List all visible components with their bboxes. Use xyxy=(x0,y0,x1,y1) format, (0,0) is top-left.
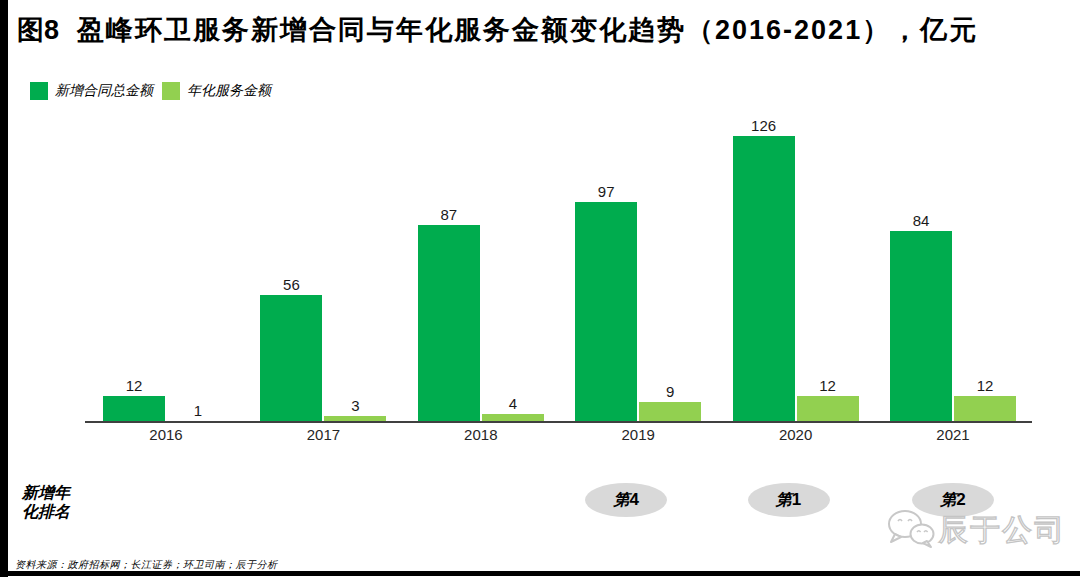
bar-新增合同总金额-2020 xyxy=(733,136,795,423)
bar-年化服务金额-2019 xyxy=(639,402,701,423)
x-tick-label: 2018 xyxy=(431,426,531,443)
watermark-text: 辰于公司 xyxy=(938,510,1066,551)
bar-新增合同总金额-2021 xyxy=(890,231,952,423)
bar-chart: 1212016563201787420189792019126122020841… xyxy=(0,0,1080,577)
watermark: 辰于公司 xyxy=(886,508,1066,551)
x-tick-label: 2017 xyxy=(273,426,373,443)
x-tick-label: 2016 xyxy=(116,426,216,443)
bottom-accent-bar xyxy=(0,571,1080,576)
value-label: 126 xyxy=(713,117,815,134)
value-label: 87 xyxy=(398,206,500,223)
ranking-bubble-2019: 第4 xyxy=(585,483,667,517)
value-label: 12 xyxy=(83,377,185,394)
bar-新增合同总金额-2018 xyxy=(418,225,480,423)
value-label: 84 xyxy=(870,212,972,229)
x-tick-label: 2020 xyxy=(746,426,846,443)
figure-page: 图8盈峰环卫服务新增合同与年化服务金额变化趋势（2016-2021），亿元 新增… xyxy=(0,0,1080,577)
x-axis-line xyxy=(85,421,1032,423)
ranking-bubble-2020: 第1 xyxy=(748,483,830,517)
bar-年化服务金额-2020 xyxy=(797,396,859,423)
bar-新增合同总金额-2017 xyxy=(260,295,322,423)
wechat-icon xyxy=(886,508,936,550)
value-label: 97 xyxy=(555,183,657,200)
source-note: 资料来源：政府招标网；长江证券；环卫司南；辰于分析 xyxy=(15,558,278,572)
x-tick-label: 2021 xyxy=(903,426,1003,443)
bar-年化服务金额-2021 xyxy=(954,396,1016,423)
ranking-row-label: 新增年化排名 xyxy=(22,483,70,521)
bar-新增合同总金额-2019 xyxy=(575,202,637,423)
bar-新增合同总金额-2016 xyxy=(103,396,165,423)
x-tick-label: 2019 xyxy=(588,426,688,443)
value-label: 56 xyxy=(240,276,342,293)
